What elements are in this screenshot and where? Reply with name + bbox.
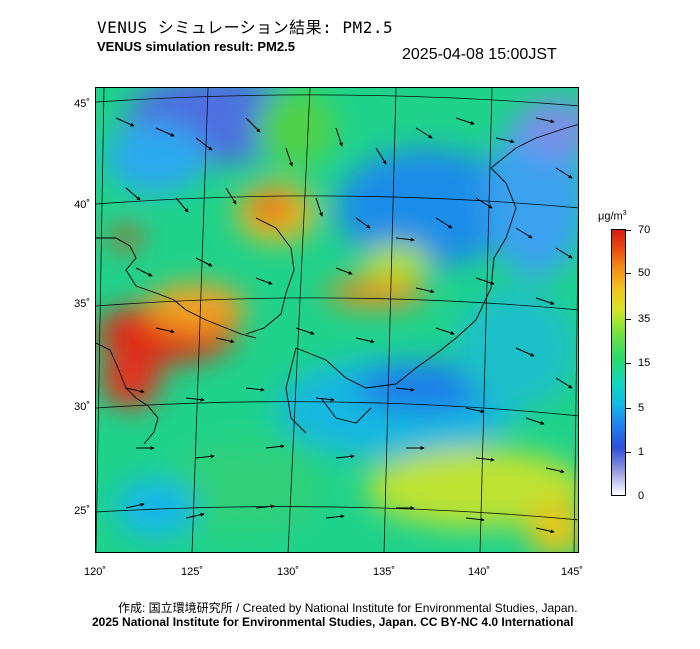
title-japanese: VENUS シミュレーション結果: PM2.5	[97, 18, 394, 37]
title-english: VENUS simulation result: PM2.5	[97, 39, 295, 54]
colorbar	[611, 229, 626, 496]
colorbar-label-70: 70	[638, 224, 651, 236]
wind-vectors	[115, 117, 573, 534]
colorbar-label-35: 35	[638, 313, 651, 325]
colorbar-unit: μg/m3	[598, 210, 627, 223]
coastlines	[96, 124, 578, 445]
colorbar-label-15: 15	[638, 357, 651, 369]
lon-label-125: 125˚	[180, 566, 204, 578]
colorbar-tick	[626, 363, 631, 364]
forecast-timestamp: 2025-04-08 15:00JST	[402, 46, 557, 63]
credit-created-by: 作成: 国立環境研究所 / Created by National Instit…	[118, 601, 578, 615]
lon-label-130: 130˚	[276, 566, 300, 578]
lat-label-35: 35˚	[74, 298, 90, 310]
colorbar-unit-sup: 3	[622, 210, 627, 217]
lon-label-120: 120˚	[83, 566, 107, 578]
credit-license: 2025 National Institute for Environmenta…	[92, 615, 574, 629]
pm25-map	[95, 87, 579, 553]
lat-label-45: 45˚	[74, 98, 90, 110]
lon-label-140: 140˚	[467, 566, 491, 578]
colorbar-unit-text: μg/m	[598, 210, 623, 223]
map-svg	[96, 88, 578, 552]
colorbar-label-1: 1	[638, 446, 645, 458]
graticule	[96, 88, 578, 552]
colorbar-tick	[626, 230, 631, 231]
lon-label-135: 135˚	[372, 566, 396, 578]
colorbar-tick	[626, 319, 631, 320]
colorbar-label-5: 5	[638, 402, 645, 414]
lat-label-30: 30˚	[74, 401, 90, 413]
colorbar-tick	[626, 452, 631, 453]
colorbar-tick	[626, 408, 631, 409]
colorbar-tick	[626, 273, 631, 274]
colorbar-label-0: 0	[638, 490, 645, 502]
lat-label-40: 40˚	[74, 199, 90, 211]
lat-label-25: 25˚	[74, 505, 90, 517]
lon-label-145: 145˚	[560, 566, 584, 578]
colorbar-label-50: 50	[638, 267, 651, 279]
